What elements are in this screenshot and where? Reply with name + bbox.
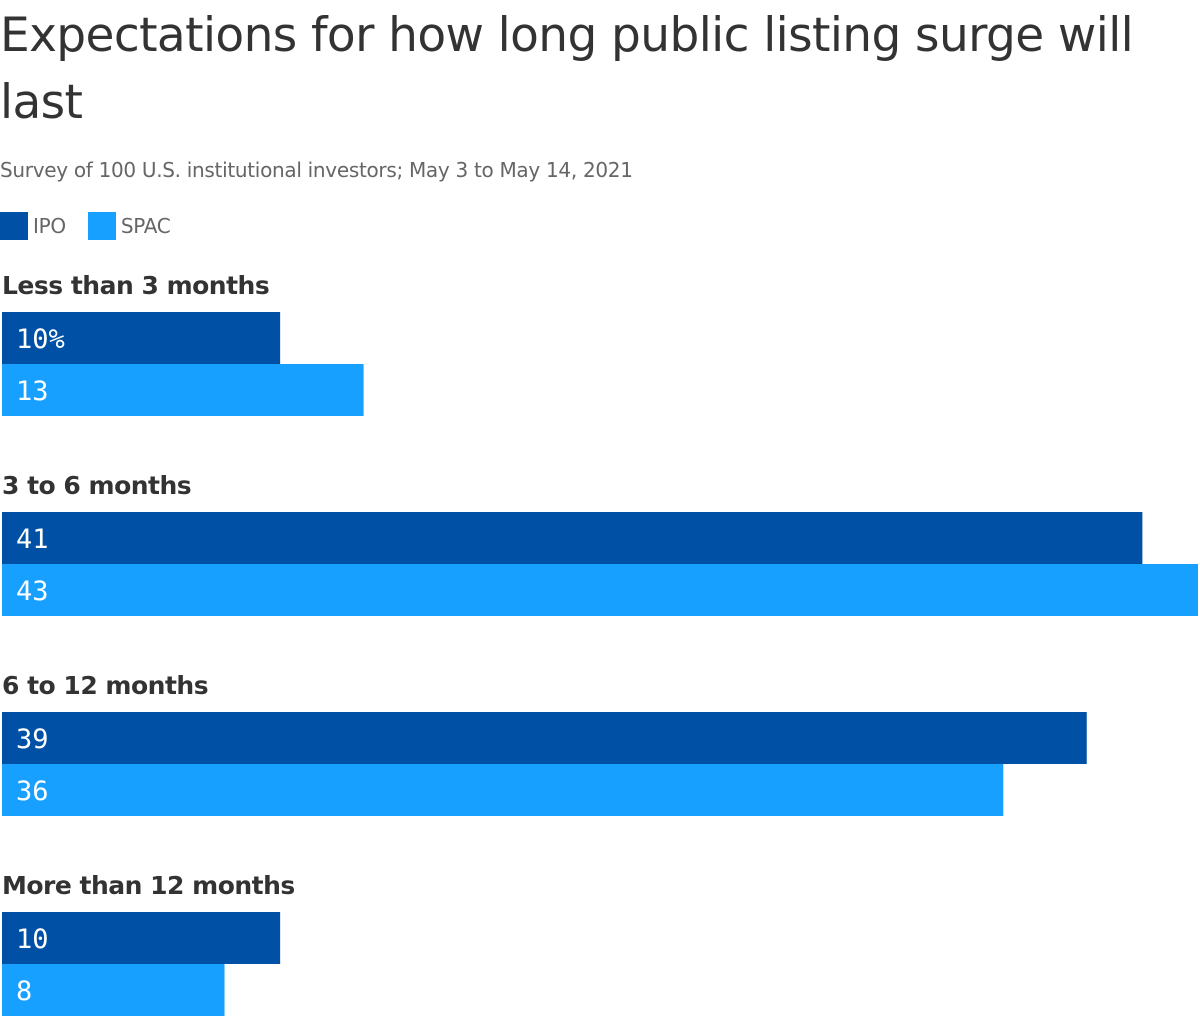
chart-legend: IPO SPAC [0, 211, 192, 241]
bar-value-label-spac: 8 [16, 976, 32, 1007]
bar-value-label-spac: 36 [16, 776, 49, 807]
legend-label-ipo: IPO [33, 214, 66, 238]
chart-subtitle: Survey of 100 U.S. institutional investo… [0, 158, 633, 182]
category-label: Less than 3 months [2, 271, 269, 300]
legend-swatch-spac [87, 212, 116, 240]
bar-value-label-ipo: 10% [16, 324, 65, 355]
bar-ipo [2, 712, 1087, 764]
bar-ipo [2, 312, 281, 364]
bar-ipo [2, 512, 1143, 564]
legend-item-spac: SPAC [87, 212, 171, 240]
legend-swatch-ipo [0, 212, 28, 240]
bar-value-label-ipo: 41 [16, 524, 49, 555]
bar-spac [2, 764, 1004, 816]
bar-spac [2, 364, 364, 416]
bar-spac [2, 564, 1198, 616]
category-label: 3 to 6 months [2, 471, 191, 500]
bar-value-label-ipo: 39 [16, 724, 49, 755]
bar-value-label-ipo: 10 [16, 924, 49, 955]
bar-group-less-than-3-months: Less than 3 months 10% 13 [2, 271, 364, 416]
legend-label-spac: SPAC [120, 214, 171, 238]
bar-group-6-to-12-months: 6 to 12 months 39 36 [2, 671, 1087, 816]
category-label: 6 to 12 months [2, 671, 208, 700]
bar-group-more-than-12-months: More than 12 months 10 8 [2, 871, 295, 1016]
bar-value-label-spac: 43 [16, 576, 49, 607]
bar-value-label-spac: 13 [16, 376, 49, 407]
bar-ipo [2, 912, 281, 964]
category-label: More than 12 months [2, 871, 295, 900]
bar-group-3-to-6-months: 3 to 6 months 41 43 [2, 471, 1198, 616]
legend-item-ipo: IPO [0, 212, 66, 240]
bar-spac [2, 964, 225, 1016]
chart-title: Expectations for how long public listing… [0, 8, 1134, 130]
